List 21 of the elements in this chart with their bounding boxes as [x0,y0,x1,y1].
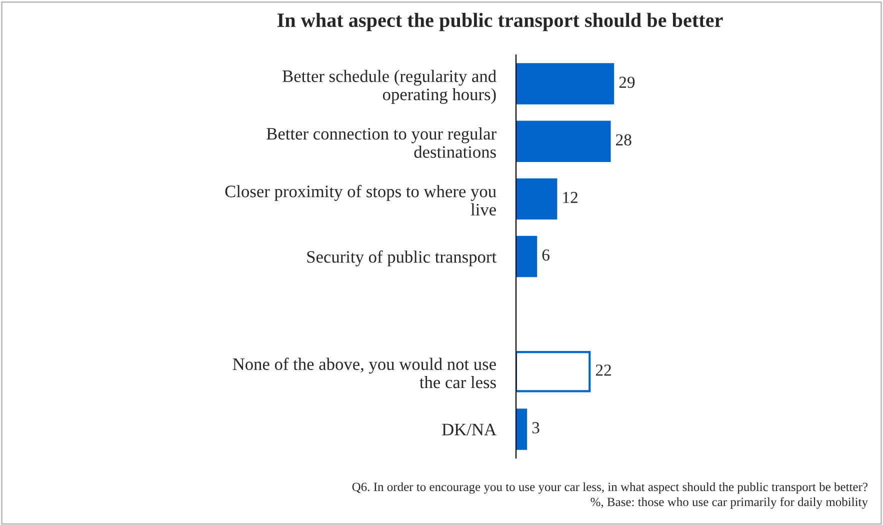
bar [516,63,614,104]
bar [516,408,528,450]
text: Q6. In order to encourage you to use your car less, in what aspect should the public transport be better? [352,482,868,494]
data-label: 6 [542,249,550,261]
bar [516,178,558,220]
bar [516,120,611,162]
bar [516,351,591,392]
y-tick-label: Better schedule (regularity and operating hours) [282,70,496,104]
y-tick-label: DK/NA [442,424,496,436]
y-tick-label: Closer proximity of stops to where you live [225,184,496,216]
data-label: 28 [616,134,632,146]
data-label: 12 [563,192,578,203]
bar [516,236,538,278]
y-tick-label: None of the above, you would not use the car less [232,358,496,388]
text: %, Base: those who use car primarily for daily mobility [590,497,868,509]
y-tick-label: Security of public transport [307,250,496,266]
y-tick-label: Better connection to your regular destinations [266,127,496,158]
data-label: 29 [619,76,635,88]
data-label: 3 [532,422,540,434]
chart-title: In what aspect the public transport should be better [277,12,723,32]
data-label: 22 [596,364,611,376]
